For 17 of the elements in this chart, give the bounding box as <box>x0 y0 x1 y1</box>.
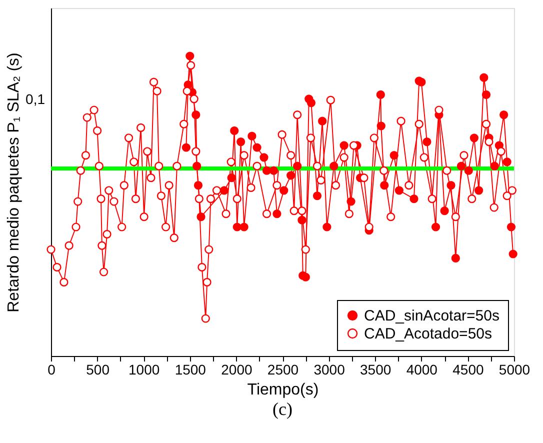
text: 0,1 <box>26 91 46 107</box>
x-tick-label: 4500 <box>452 362 484 378</box>
x-tick-label: 3500 <box>360 362 392 378</box>
x-tick-label: 1500 <box>174 362 206 378</box>
y-axis-title: Retardo medio paquetes P₁ SLA₂ (s) <box>6 52 22 312</box>
x-tick-label: 2500 <box>267 362 299 378</box>
legend-label: CAD_Acotado=50s <box>364 326 492 342</box>
x-tick-label: 4000 <box>406 362 438 378</box>
legend-label: CAD_sinAcotar=50s <box>364 308 500 324</box>
x-tick-label: 3000 <box>314 362 346 378</box>
x-tick-label: 2000 <box>221 362 252 378</box>
x-tick-label: 1000 <box>128 362 160 378</box>
x-tick-label: 0 <box>48 362 56 378</box>
x-tick-label: 500 <box>86 362 110 378</box>
x-tick-label: 5000 <box>498 362 530 378</box>
x-axis-title: Tiempo(s) <box>247 382 319 398</box>
text: (c) <box>272 399 292 419</box>
